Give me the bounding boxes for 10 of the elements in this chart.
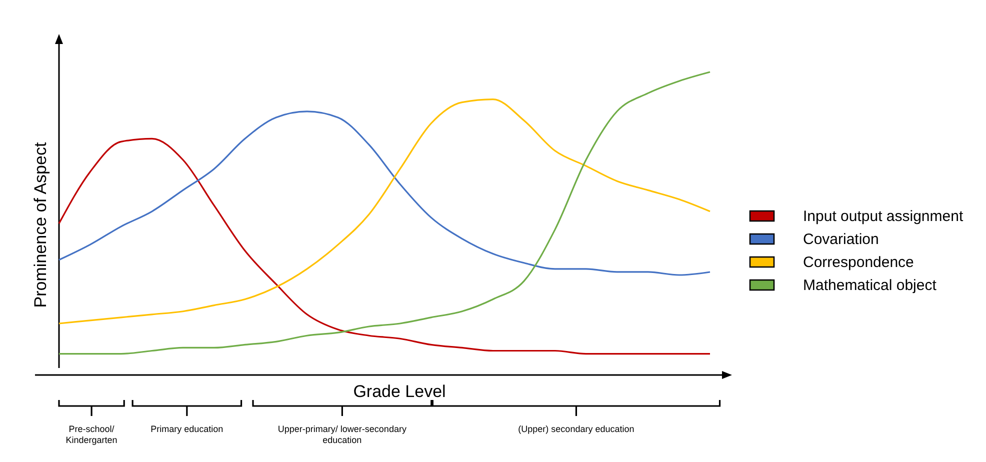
text: (Upper) secondary education xyxy=(518,424,634,434)
y-axis-title: Prominence of Aspect xyxy=(31,142,50,308)
legend-label: Correspondence xyxy=(803,254,914,271)
legend-label: Covariation xyxy=(803,231,879,248)
x-axis-title: Grade Level xyxy=(353,382,446,401)
text: Upper-primary/ lower-secondary education xyxy=(278,424,407,445)
legend-label: Mathematical object xyxy=(803,277,938,294)
legend-label: Input output assignment xyxy=(803,208,964,225)
text: Primary education xyxy=(150,424,224,434)
text: Pre-school/ Kindergarten xyxy=(66,424,118,445)
